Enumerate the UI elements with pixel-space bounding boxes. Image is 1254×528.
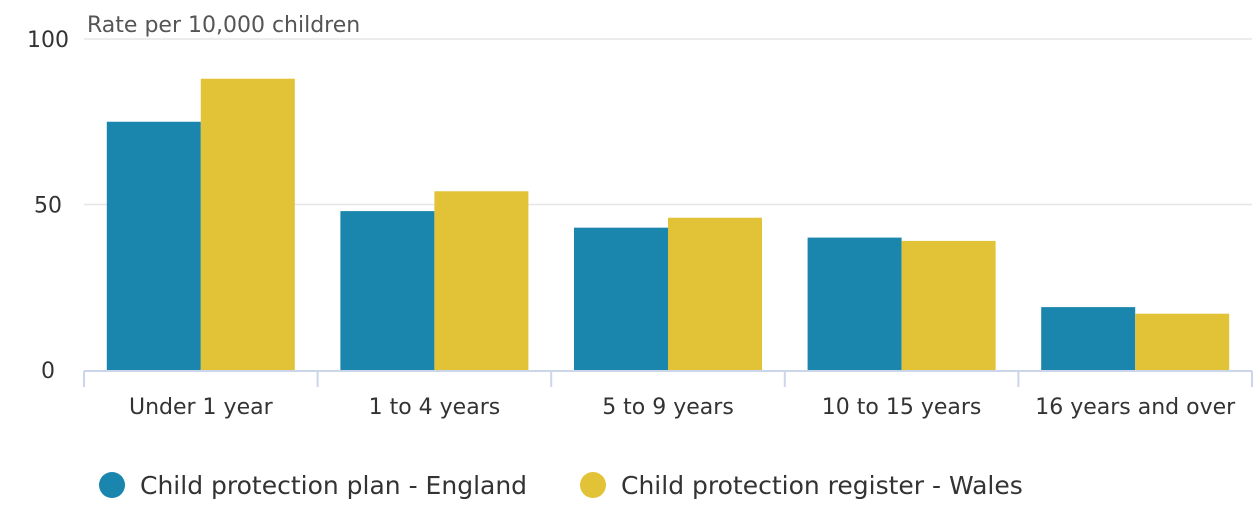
bar-1-4[interactable] (807, 237, 902, 370)
x-tick-label: Under 1 year (129, 395, 274, 420)
bar-1-1[interactable] (106, 121, 201, 370)
x-tick-label: 16 years and over (1035, 395, 1236, 420)
bar-1-5[interactable] (1041, 307, 1136, 370)
bar-2-4[interactable] (901, 240, 996, 370)
x-tick-label: 10 to 15 years (822, 395, 982, 420)
bars (106, 78, 1230, 370)
bar-2-3[interactable] (668, 217, 762, 370)
legend: Child protection plan - England Child pro… (99, 471, 1023, 500)
y-tick-label: 100 (27, 28, 69, 53)
y-tick-label: 0 (41, 359, 55, 384)
y-axis-title: Rate per 10,000 children (87, 13, 360, 38)
legend-label-2[interactable]: Child protection register - Wales (621, 471, 1023, 500)
x-tick-label: 1 to 4 years (369, 395, 501, 420)
bar-2-1[interactable] (200, 78, 295, 370)
bar-1-3[interactable] (574, 227, 668, 370)
y-axis: 0 50 100 (27, 28, 69, 384)
legend-marker-1[interactable] (99, 472, 125, 498)
bar-2-2[interactable] (434, 191, 529, 370)
y-tick-label: 50 (34, 194, 62, 219)
x-tick-label: 5 to 9 years (602, 395, 734, 420)
x-axis: Under 1 year 1 to 4 years 5 to 9 years 10 t… (83, 370, 1253, 420)
bar-2-5[interactable] (1135, 313, 1230, 370)
bar-1-2[interactable] (340, 211, 435, 370)
legend-marker-2[interactable] (580, 472, 606, 498)
legend-label-1[interactable]: Child protection plan - England (140, 471, 527, 500)
